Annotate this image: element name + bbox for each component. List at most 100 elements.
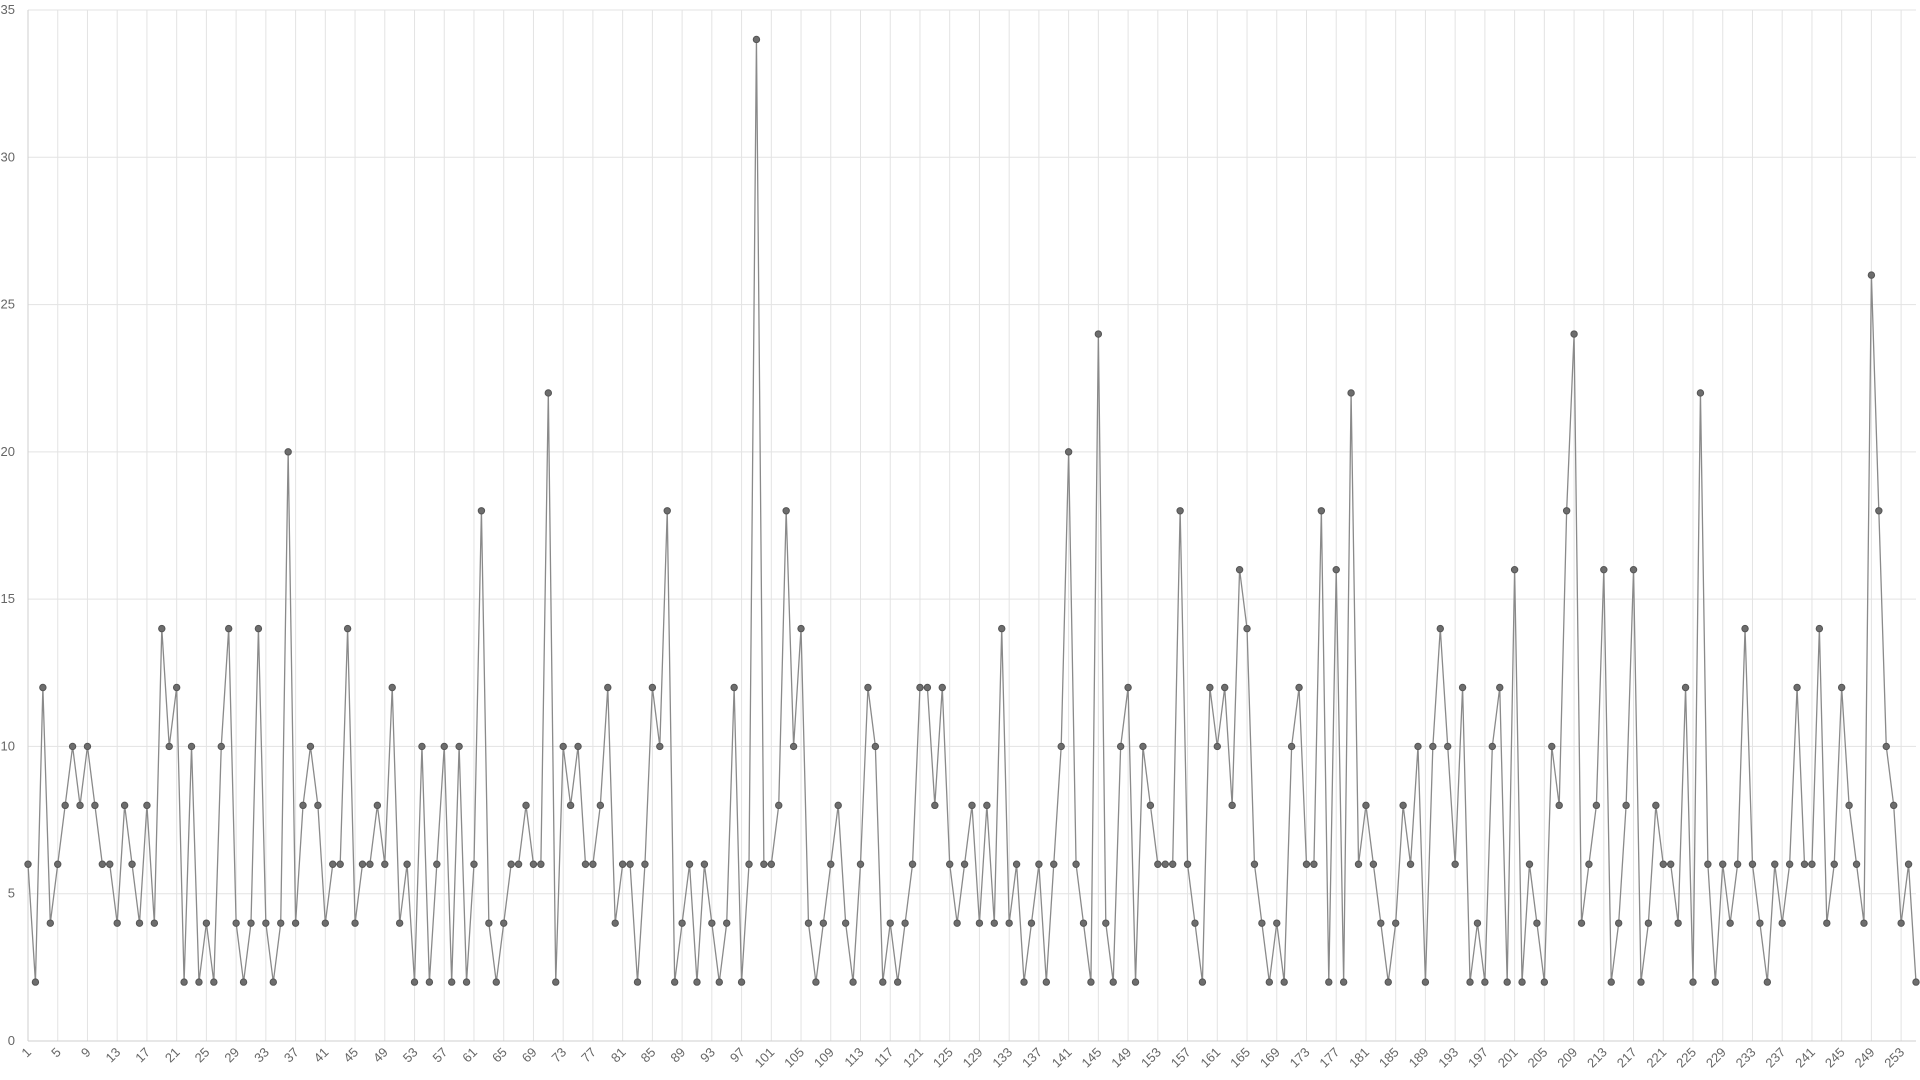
- data-point: [1161, 860, 1169, 868]
- data-point: [1562, 507, 1571, 515]
- data-point: [1860, 919, 1868, 927]
- data-point: [663, 507, 671, 515]
- data-point: [388, 683, 396, 692]
- data-point: [1325, 978, 1333, 986]
- data-point: [1503, 978, 1511, 986]
- data-point: [1548, 742, 1556, 751]
- data-point: [1139, 742, 1147, 751]
- data-point: [1585, 860, 1593, 868]
- data-point: [990, 919, 998, 927]
- data-point: [351, 919, 359, 927]
- data-point: [217, 742, 225, 751]
- data-point: [1012, 860, 1021, 868]
- y-tick-label: 10: [1, 738, 15, 753]
- data-point: [946, 860, 954, 868]
- y-tick-label: 30: [1, 149, 15, 164]
- y-tick-label: 5: [8, 886, 15, 901]
- data-point: [834, 801, 842, 810]
- data-points: [24, 35, 1920, 986]
- y-tick-label: 35: [1, 2, 15, 17]
- data-point: [618, 860, 627, 868]
- x-tick-label: 185: [1376, 1045, 1402, 1071]
- data-point: [1176, 507, 1184, 515]
- data-point: [1310, 860, 1318, 868]
- data-point: [819, 919, 828, 927]
- x-tick-label: 229: [1703, 1045, 1729, 1071]
- data-point: [1451, 860, 1459, 868]
- data-point: [403, 860, 411, 868]
- data-point: [1622, 801, 1630, 810]
- data-point: [1042, 978, 1051, 986]
- data-point: [247, 919, 255, 927]
- data-point: [960, 860, 969, 868]
- data-point: [1206, 683, 1214, 692]
- data-point: [1302, 860, 1311, 868]
- data-point: [180, 978, 188, 986]
- data-point: [983, 801, 991, 810]
- data-point: [1183, 860, 1192, 868]
- data-point: [1466, 978, 1474, 986]
- data-point: [670, 978, 679, 986]
- x-tick-label: 33: [251, 1045, 272, 1066]
- data-point: [1146, 801, 1155, 810]
- data-point: [1815, 624, 1824, 633]
- data-point: [254, 624, 263, 633]
- x-tick-label: 9: [78, 1045, 94, 1061]
- data-point: [648, 683, 657, 692]
- data-point: [455, 742, 463, 751]
- data-point: [1481, 978, 1489, 986]
- data-point: [1667, 860, 1675, 868]
- data-point: [760, 860, 768, 868]
- data-point: [1198, 978, 1207, 986]
- data-point: [202, 919, 211, 927]
- data-point: [358, 860, 367, 868]
- data-point: [812, 978, 820, 986]
- data-point: [425, 978, 434, 986]
- x-tick-label: 129: [960, 1045, 986, 1071]
- data-point: [685, 860, 694, 868]
- data-point: [1830, 860, 1838, 868]
- data-point: [91, 801, 99, 810]
- x-tick-label: 253: [1881, 1045, 1907, 1071]
- x-tick-label: 21: [162, 1045, 183, 1066]
- x-tick-label: 189: [1406, 1045, 1432, 1071]
- data-point: [1339, 978, 1348, 986]
- data-point: [433, 860, 441, 868]
- data-point: [1213, 742, 1221, 751]
- data-point: [1570, 330, 1578, 338]
- data-point: [775, 801, 783, 810]
- data-point: [1094, 330, 1103, 338]
- data-point: [797, 624, 805, 633]
- data-point: [1793, 683, 1801, 692]
- data-point: [1525, 860, 1534, 868]
- x-tick-label: 161: [1197, 1045, 1223, 1071]
- data-point: [1904, 860, 1913, 868]
- x-tick-label: 41: [311, 1045, 332, 1066]
- x-tick-label: 133: [989, 1045, 1015, 1071]
- data-point: [239, 978, 248, 986]
- data-point: [61, 801, 69, 810]
- data-point: [841, 919, 850, 927]
- data-point: [1116, 742, 1125, 751]
- data-point: [1027, 919, 1036, 927]
- data-point: [723, 919, 731, 927]
- data-point: [187, 742, 196, 751]
- data-point: [1704, 860, 1712, 868]
- x-tick-label: 193: [1435, 1045, 1461, 1071]
- data-point: [1800, 860, 1809, 868]
- data-point: [1458, 683, 1467, 692]
- data-point: [1741, 624, 1749, 633]
- data-point: [1882, 742, 1890, 751]
- data-point: [1406, 860, 1415, 868]
- data-point: [1518, 978, 1526, 986]
- data-point: [291, 919, 300, 927]
- data-point: [1607, 978, 1615, 986]
- data-point: [1280, 978, 1288, 986]
- data-point: [1436, 624, 1444, 633]
- data-point: [559, 742, 567, 751]
- data-point: [1124, 683, 1132, 692]
- data-point: [39, 683, 47, 692]
- data-point: [1473, 919, 1482, 927]
- data-point: [1488, 742, 1497, 751]
- data-point: [120, 801, 129, 810]
